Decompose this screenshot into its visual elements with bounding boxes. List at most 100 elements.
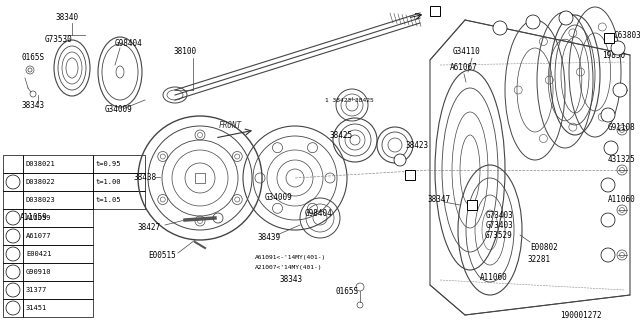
Text: G34009: G34009 [105,106,132,115]
Bar [3,263,23,281]
Text: 38423: 38423 [405,140,428,149]
Bar [3,173,23,191]
Text: 38100: 38100 [173,47,196,57]
Bar [93,155,145,173]
Text: 1: 1 [11,180,15,185]
Bar [3,155,23,173]
Bar [93,173,145,191]
Text: 6: 6 [11,287,15,292]
Text: 7: 7 [564,15,568,20]
Text: t=1.05: t=1.05 [96,197,122,203]
Text: FRONT: FRONT [218,121,241,130]
Circle shape [6,229,20,243]
Text: 38439: 38439 [257,233,280,242]
Text: t=1.00: t=1.00 [96,179,122,185]
Text: 7: 7 [11,306,15,310]
Text: G91108: G91108 [608,124,636,132]
Text: A61067: A61067 [450,63,477,73]
Text: G73403: G73403 [486,211,514,220]
Circle shape [601,178,615,192]
Text: G90910: G90910 [26,269,51,275]
Text: 32281: 32281 [528,255,551,265]
Bar [467,200,477,210]
Bar [3,299,23,317]
Text: A11059: A11059 [20,213,48,222]
Text: A11059: A11059 [26,215,51,221]
Bar [23,281,93,299]
Text: 38343: 38343 [280,276,303,284]
Circle shape [6,211,20,225]
Text: E00515: E00515 [148,251,176,260]
Bar [23,173,93,191]
Circle shape [611,41,625,55]
Text: G73530: G73530 [45,36,73,44]
Text: 3: 3 [616,45,620,51]
Text: G98404: G98404 [115,38,143,47]
Text: A11060: A11060 [480,274,508,283]
Circle shape [6,283,20,297]
Circle shape [6,247,20,261]
Text: A: A [433,6,437,15]
Text: D038023: D038023 [26,197,56,203]
Text: 431325: 431325 [608,156,636,164]
Bar [405,170,415,180]
Bar [3,281,23,299]
Text: 2: 2 [11,215,15,220]
Bar [195,173,205,183]
Text: A11060: A11060 [608,196,636,204]
Circle shape [6,265,20,279]
Text: 19830: 19830 [602,51,625,60]
Text: 1: 1 [398,157,402,163]
Text: A21007<'14MY(401-): A21007<'14MY(401-) [255,266,323,270]
Text: 3: 3 [11,234,15,238]
Text: 6: 6 [606,218,610,222]
Text: E00802: E00802 [530,244,557,252]
Text: 5: 5 [11,269,15,275]
Text: A61077: A61077 [26,233,51,239]
Bar [3,245,23,263]
Bar [23,227,93,245]
Text: E00421: E00421 [26,251,51,257]
Text: B: B [470,201,474,210]
Text: D038021: D038021 [26,161,56,167]
Circle shape [6,175,20,189]
Bar [93,191,145,209]
Text: A: A [408,171,412,180]
Text: 38343: 38343 [22,100,45,109]
Bar [604,33,614,43]
Bar [3,227,23,245]
Bar [23,191,93,209]
Text: B: B [607,34,611,43]
Circle shape [493,21,507,35]
Text: D038022: D038022 [26,179,56,185]
Text: G34110: G34110 [453,47,481,57]
Text: G98404: G98404 [305,209,333,218]
Text: 31451: 31451 [26,305,47,311]
Circle shape [559,11,573,25]
Text: 7: 7 [498,26,502,30]
Bar [23,209,93,227]
Text: 2: 2 [609,146,613,150]
Bar [23,299,93,317]
Text: 4: 4 [11,252,15,257]
Text: G73529: G73529 [485,231,513,241]
Text: 38427: 38427 [138,222,161,231]
Circle shape [6,301,20,315]
Circle shape [601,248,615,262]
Text: 3: 3 [618,87,622,92]
Text: G73403: G73403 [486,220,514,229]
Circle shape [394,154,406,166]
Text: 38425: 38425 [330,131,353,140]
Text: 0165S: 0165S [22,53,45,62]
Circle shape [601,108,615,122]
Circle shape [526,15,540,29]
Text: 5: 5 [606,182,610,188]
Text: 190001272: 190001272 [560,311,602,320]
Bar [430,6,440,16]
Bar [23,155,93,173]
Circle shape [601,213,615,227]
Text: G34009: G34009 [265,194,292,203]
Text: 6: 6 [606,252,610,258]
Text: A61091<-'14MY(401-): A61091<-'14MY(401-) [255,255,326,260]
Text: C63803: C63803 [613,30,640,39]
